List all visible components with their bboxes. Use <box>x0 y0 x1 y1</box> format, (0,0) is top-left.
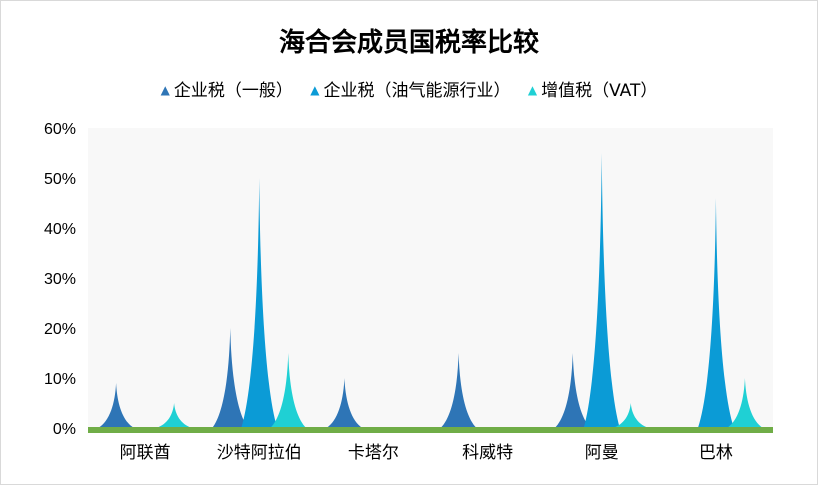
spike-corporate-oil-gas-5[interactable] <box>697 198 734 428</box>
legend-item-corporate-oil-gas[interactable]: ▲ 企业税（油气能源行业） <box>310 76 510 101</box>
plot-area <box>88 128 773 428</box>
legend-label-corporate-general: 企业税（一般） <box>173 81 293 101</box>
y-tick-label: 10% <box>44 371 76 388</box>
spike-corporate-general-3[interactable] <box>440 353 477 428</box>
legend-label-corporate-oil-gas: 企业税（油气能源行业） <box>323 81 511 101</box>
x-category-label: 阿联酋 <box>120 443 171 463</box>
legend-item-corporate-general[interactable]: ▲ 企业税（一般） <box>161 76 293 101</box>
x-category-label: 阿曼 <box>585 443 619 463</box>
y-tick-label: 40% <box>44 221 76 238</box>
spike-vat-1[interactable] <box>270 353 307 428</box>
y-tick-label: 30% <box>44 271 76 288</box>
legend-item-vat[interactable]: ▲ 增值税（VAT） <box>528 76 657 101</box>
chart-legend: ▲ 企业税（一般） ▲ 企业税（油气能源行业） ▲ 增值税（VAT） <box>0 76 818 101</box>
y-tick-label: 50% <box>44 171 76 188</box>
spike-corporate-general-0[interactable] <box>98 383 135 428</box>
spike-vat-0[interactable] <box>156 403 193 428</box>
spike-vat-4[interactable] <box>612 403 649 428</box>
y-tick-label: 20% <box>44 321 76 338</box>
spike-corporate-general-4[interactable] <box>554 353 591 428</box>
x-category-label: 沙特阿拉伯 <box>217 443 302 463</box>
spike-corporate-general-1[interactable] <box>212 328 249 428</box>
x-category-label: 卡塔尔 <box>348 443 399 463</box>
spike-corporate-oil-gas-4[interactable] <box>583 153 620 428</box>
spike-corporate-oil-gas-1[interactable] <box>241 178 278 428</box>
legend-marker-corporate-oil-gas: ▲ <box>310 83 320 97</box>
legend-label-vat: 增值税（VAT） <box>541 81 658 101</box>
x-category-label: 科威特 <box>462 443 513 463</box>
spike-corporate-general-2[interactable] <box>326 378 363 428</box>
legend-marker-vat: ▲ <box>527 83 538 97</box>
x-axis-baseline <box>88 427 773 433</box>
x-category-label: 巴林 <box>699 443 733 463</box>
chart-title: 海合会成员国税率比较 <box>278 28 539 58</box>
y-tick-label: 0% <box>53 421 76 438</box>
y-tick-label: 60% <box>44 121 76 138</box>
legend-marker-corporate-general: ▲ <box>160 83 170 97</box>
spike-vat-5[interactable] <box>726 378 763 428</box>
